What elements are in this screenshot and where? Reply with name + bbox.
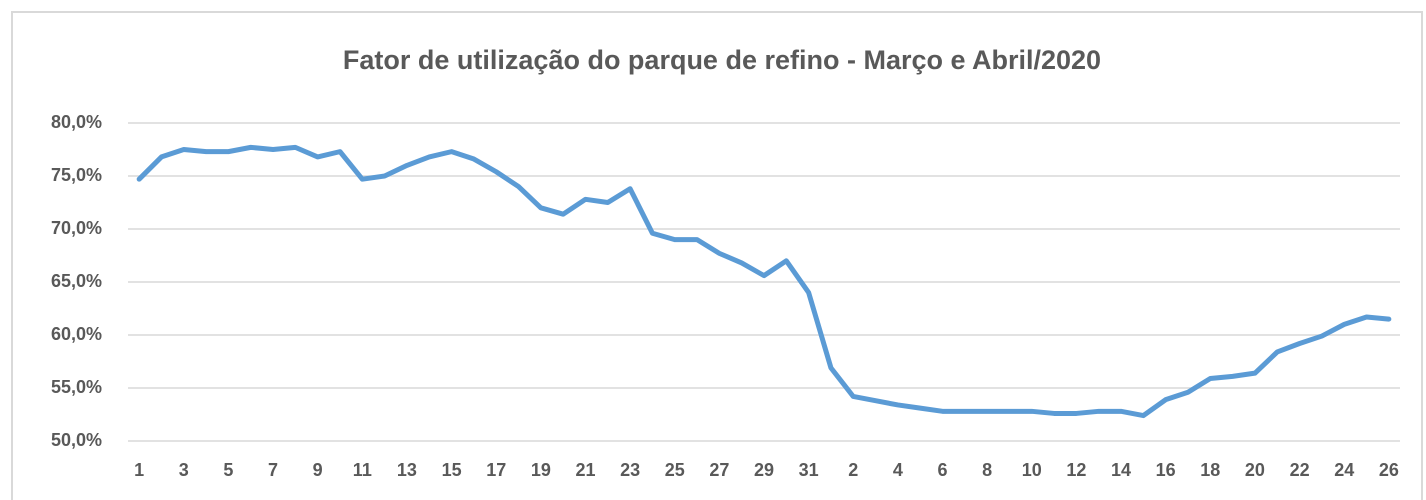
- y-tick-label: 75,0%: [51, 165, 102, 185]
- x-tick-label: 8: [982, 460, 992, 480]
- x-tick-label: 13: [397, 460, 417, 480]
- x-tick-label: 16: [1156, 460, 1176, 480]
- x-tick-label: 10: [1022, 460, 1042, 480]
- x-tick-label: 14: [1111, 460, 1131, 480]
- x-tick-label: 22: [1290, 460, 1310, 480]
- y-tick-label: 55,0%: [51, 377, 102, 397]
- x-tick-label: 1: [134, 460, 144, 480]
- x-tick-label: 5: [223, 460, 233, 480]
- x-tick-label: 19: [531, 460, 551, 480]
- x-tick-label: 21: [575, 460, 595, 480]
- x-tick-label: 26: [1379, 460, 1399, 480]
- y-tick-label: 70,0%: [51, 218, 102, 238]
- x-tick-label: 15: [442, 460, 462, 480]
- x-tick-label: 12: [1066, 460, 1086, 480]
- x-tick-label: 27: [709, 460, 729, 480]
- x-tick-label: 3: [179, 460, 189, 480]
- x-tick-label: 2: [848, 460, 858, 480]
- x-tick-label: 4: [893, 460, 903, 480]
- x-tick-label: 7: [268, 460, 278, 480]
- x-tick-label: 25: [665, 460, 685, 480]
- y-tick-label: 60,0%: [51, 324, 102, 344]
- y-tick-label: 80,0%: [51, 112, 102, 132]
- line-series: [136, 144, 1392, 419]
- x-tick-label: 18: [1200, 460, 1220, 480]
- x-tick-label: 31: [799, 460, 819, 480]
- x-tick-label: 9: [313, 460, 323, 480]
- x-tick-label: 6: [938, 460, 948, 480]
- x-tick-label: 23: [620, 460, 640, 480]
- x-tick-label: 29: [754, 460, 774, 480]
- y-tick-label: 50,0%: [51, 430, 102, 450]
- chart-border: [11, 11, 1423, 500]
- y-tick-label: 65,0%: [51, 271, 102, 291]
- x-tick-label: 20: [1245, 460, 1265, 480]
- x-tick-label: 17: [486, 460, 506, 480]
- chart-title: Fator de utilização do parque de refino …: [343, 45, 1101, 75]
- x-tick-label: 24: [1334, 460, 1354, 480]
- x-tick-label: 11: [353, 460, 372, 480]
